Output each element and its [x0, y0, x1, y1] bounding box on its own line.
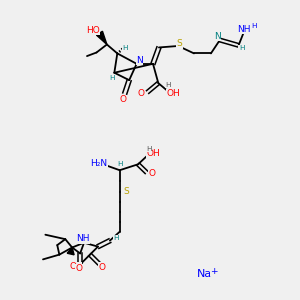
Text: S: S: [177, 39, 183, 48]
Polygon shape: [97, 31, 107, 44]
Text: H: H: [239, 45, 244, 51]
Text: N: N: [136, 56, 143, 65]
Text: O⁻: O⁻: [70, 262, 82, 271]
Text: O: O: [148, 169, 155, 178]
Text: OH: OH: [166, 89, 180, 98]
Text: OH: OH: [147, 149, 160, 158]
Text: H: H: [109, 75, 115, 81]
Text: +: +: [210, 267, 218, 276]
Text: NH: NH: [76, 234, 90, 243]
Text: H: H: [122, 45, 128, 51]
Text: O: O: [98, 262, 105, 272]
Text: H: H: [146, 146, 152, 152]
Polygon shape: [67, 248, 74, 255]
Text: H: H: [251, 23, 257, 29]
Text: N: N: [214, 32, 221, 41]
Text: NH: NH: [238, 25, 251, 34]
Text: H: H: [118, 161, 123, 167]
Text: O: O: [75, 264, 82, 273]
Text: H: H: [114, 235, 119, 241]
Text: O: O: [120, 95, 127, 104]
Text: H: H: [166, 82, 171, 88]
Text: O: O: [138, 89, 145, 98]
Text: Na: Na: [197, 269, 213, 279]
Text: S: S: [123, 187, 129, 196]
Text: H₂N: H₂N: [90, 160, 107, 169]
Text: HO: HO: [86, 26, 100, 35]
